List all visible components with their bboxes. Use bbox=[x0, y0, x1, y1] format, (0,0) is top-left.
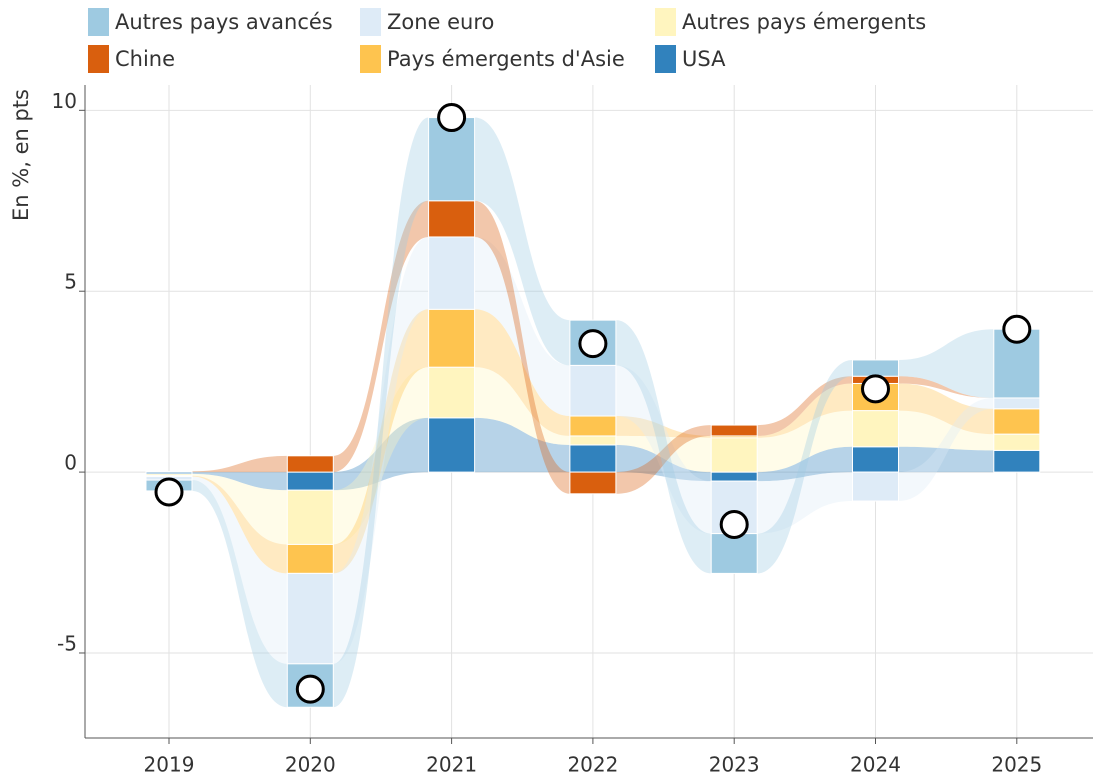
flow-ribbon bbox=[333, 236, 429, 664]
bar-segment bbox=[993, 433, 1041, 451]
bar-segment bbox=[710, 424, 758, 437]
flow-ribbon bbox=[898, 397, 994, 502]
flow-ribbon bbox=[333, 117, 429, 708]
legend-swatch bbox=[360, 8, 381, 36]
y-axis-label: En %, en pts bbox=[9, 89, 33, 221]
flow-ribbon bbox=[474, 200, 570, 494]
flow-ribbon bbox=[192, 455, 288, 473]
flow-ribbon bbox=[898, 329, 994, 398]
y-tick-label: -5 bbox=[57, 631, 77, 655]
bar-segment bbox=[710, 437, 758, 473]
flow-ribbon bbox=[757, 359, 853, 574]
legend-label: Pays émergents d'Asie bbox=[387, 47, 625, 71]
flow-ribbon bbox=[898, 383, 994, 435]
x-tick-label: 2024 bbox=[850, 753, 901, 776]
ribbons bbox=[192, 117, 994, 708]
flow-ribbon bbox=[615, 425, 712, 494]
bar-segment bbox=[428, 308, 476, 368]
flow-ribbon bbox=[615, 416, 712, 438]
bar-segment bbox=[286, 471, 334, 491]
flow-ribbon bbox=[898, 376, 994, 398]
flow-ribbon bbox=[474, 309, 570, 436]
x-tick-label: 2023 bbox=[709, 753, 760, 776]
flow-ribbon bbox=[757, 383, 853, 438]
x-tick-label: 2019 bbox=[144, 753, 195, 776]
y-tick-label: 10 bbox=[52, 89, 77, 113]
total-marker bbox=[719, 510, 749, 540]
flow-ribbon bbox=[333, 417, 429, 491]
legend-swatch bbox=[88, 45, 109, 73]
legend-label: USA bbox=[682, 47, 726, 71]
bar-segment bbox=[569, 435, 617, 446]
flow-ribbon bbox=[474, 236, 570, 417]
bar-segment bbox=[286, 455, 334, 473]
flow-ribbon bbox=[615, 365, 712, 534]
legend-label: Zone euro bbox=[387, 10, 494, 34]
bar-segment bbox=[569, 364, 617, 417]
flow-ribbon bbox=[192, 480, 288, 708]
bar-segment bbox=[993, 397, 1041, 410]
y-tick-label: 0 bbox=[64, 451, 77, 475]
flow-ribbon bbox=[757, 446, 853, 482]
flow-ribbon bbox=[333, 367, 429, 545]
bar-segment bbox=[286, 489, 334, 545]
flow-ribbon bbox=[192, 475, 288, 574]
flow-ribbon bbox=[474, 417, 570, 473]
bar-segment bbox=[569, 444, 617, 473]
total-marker bbox=[295, 674, 325, 704]
flow-ribbon bbox=[615, 444, 712, 482]
bar-segment bbox=[428, 417, 476, 473]
bar-segment bbox=[993, 408, 1041, 435]
x-tick-label: 2022 bbox=[567, 753, 618, 776]
bar-segment bbox=[428, 236, 476, 310]
flow-ribbon bbox=[757, 376, 853, 436]
bar-segment bbox=[569, 415, 617, 437]
total-marker bbox=[861, 374, 890, 404]
flow-ribbon bbox=[333, 309, 429, 574]
flow-ribbon bbox=[757, 472, 853, 534]
flow-ribbon bbox=[474, 117, 570, 366]
x-tick-label: 2025 bbox=[991, 753, 1042, 776]
bar-segment bbox=[286, 572, 334, 665]
total-marker bbox=[437, 103, 467, 133]
flow-ribbon bbox=[333, 200, 429, 473]
flow-ribbon bbox=[615, 435, 712, 473]
flow-ribbon bbox=[192, 472, 288, 491]
legend-label: Autres pays avancés bbox=[115, 10, 333, 34]
bar-segment bbox=[710, 471, 758, 482]
bar-segment bbox=[852, 410, 899, 448]
legend-label: Autres pays émergents bbox=[682, 10, 926, 34]
bar-segment bbox=[569, 471, 617, 495]
flow-ribbon bbox=[192, 473, 288, 545]
bar-segment bbox=[286, 543, 334, 574]
legend-swatch bbox=[655, 45, 676, 73]
total-marker bbox=[1002, 314, 1032, 344]
bar-segment bbox=[852, 359, 899, 377]
flow-ribbon bbox=[474, 367, 570, 445]
bar-segment bbox=[710, 533, 758, 574]
legend-swatch bbox=[360, 45, 381, 73]
bar-segment bbox=[993, 449, 1041, 473]
legend-swatch bbox=[655, 8, 676, 36]
flow-ribbon bbox=[898, 410, 994, 451]
flow-ribbon bbox=[757, 410, 853, 473]
total-marker bbox=[154, 477, 184, 507]
legend-label: Chine bbox=[115, 47, 175, 71]
x-tick-label: 2020 bbox=[285, 753, 336, 776]
bar-segment bbox=[145, 470, 193, 473]
flow-ribbon bbox=[192, 476, 288, 664]
bar-segment bbox=[428, 200, 476, 238]
legend-swatch bbox=[88, 8, 109, 36]
flow-ribbon bbox=[615, 320, 712, 574]
bar-segment bbox=[852, 446, 899, 473]
bar-segment bbox=[428, 366, 476, 419]
total-marker bbox=[578, 329, 608, 359]
y-tick-label: 5 bbox=[64, 270, 77, 294]
x-tick-label: 2021 bbox=[426, 753, 477, 776]
flow-ribbon bbox=[898, 446, 994, 473]
bar-segment bbox=[852, 471, 899, 502]
